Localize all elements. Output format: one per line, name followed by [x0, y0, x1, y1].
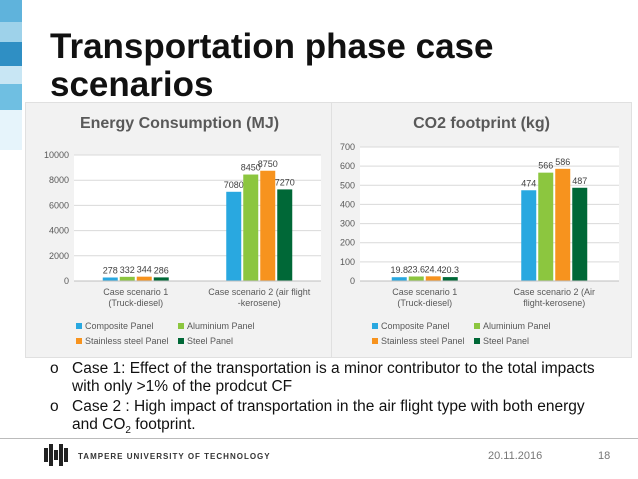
bar — [226, 191, 242, 281]
data-label: 23.6 — [407, 264, 425, 274]
chart-title: Energy Consumption (MJ) — [80, 115, 279, 132]
university-name: TAMPERE UNIVERSITY OF TECHNOLOGY — [78, 452, 271, 461]
y-tick-label: 4000 — [49, 226, 69, 236]
legend-label: Steel Panel — [483, 336, 529, 346]
data-label: 586 — [555, 157, 570, 167]
x-tick-label: Case scenario 1 (Truck-diesel) — [392, 287, 457, 308]
x-tick-label: Case scenario 2 (air flight -kerosene) — [208, 287, 311, 308]
data-label: 8450 — [241, 163, 261, 173]
data-label: 344 — [137, 265, 152, 275]
data-label: 7080 — [224, 180, 244, 190]
y-tick-label: 8000 — [49, 175, 69, 185]
data-label: 24.4 — [424, 264, 442, 274]
data-label: 286 — [154, 265, 169, 275]
y-tick-label: 500 — [340, 180, 355, 190]
legend-swatch — [76, 338, 82, 344]
slide-title: Transportation phase case scenarios — [50, 27, 494, 104]
bar — [521, 190, 537, 281]
y-tick-label: 6000 — [49, 200, 69, 210]
data-label: 332 — [120, 265, 135, 275]
y-tick-label: 100 — [340, 257, 355, 267]
legend-swatch — [178, 338, 184, 344]
footer-divider — [0, 438, 638, 439]
energy-chart-svg: Energy Consumption (MJ) 0 2000 4000 6000 8000… — [44, 115, 321, 346]
bar — [119, 276, 135, 281]
y-tick-label: 10000 — [44, 150, 69, 160]
legend-label: Steel Panel — [187, 336, 233, 346]
bullet-subscript: 2 — [125, 425, 131, 437]
y-tick-label: 0 — [64, 276, 69, 286]
bar — [102, 277, 118, 281]
decorative-stripe — [0, 0, 22, 150]
legend-swatch — [76, 323, 82, 329]
slide-date: 20.11.2016 — [488, 450, 543, 462]
bullet-text: Case 2 : High impact of transportation i… — [72, 398, 585, 433]
bullet-text: Case 1: Effect of the transportation is … — [72, 360, 595, 395]
legend: Composite Panel Aluminium Panel Stainless … — [372, 321, 551, 346]
data-label: 19.8 — [390, 265, 408, 275]
y-tick-label: 300 — [340, 219, 355, 229]
legend-swatch — [178, 323, 184, 329]
bar — [425, 276, 441, 281]
y-tick-label: 700 — [340, 142, 355, 152]
bullet-marker: o — [50, 360, 59, 377]
data-label: 566 — [538, 161, 553, 171]
data-label: 487 — [572, 176, 587, 186]
bullet-list: o Case 1: Effect of the transportation i… — [50, 360, 610, 442]
y-tick-label: 400 — [340, 199, 355, 209]
bar — [408, 276, 424, 281]
university-logo-icon — [44, 444, 68, 466]
x-tick-label: Case scenario 1 (Truck-diesel) — [103, 287, 168, 308]
page-number: 18 — [598, 450, 611, 462]
bullet-case-2: o Case 2 : High impact of transportation… — [50, 398, 610, 440]
y-tick-label: 0 — [350, 276, 355, 286]
bar — [572, 187, 588, 281]
bar — [538, 172, 554, 281]
legend: Composite Panel Aluminium Panel Stainless … — [76, 321, 255, 346]
bar — [391, 277, 407, 281]
legend-label: Stainless steel Panel — [85, 336, 169, 346]
data-label: 474 — [521, 178, 536, 188]
bullet-text-end: footprint. — [130, 416, 196, 433]
bullet-marker: o — [50, 398, 59, 415]
data-label: 8750 — [258, 159, 278, 169]
energy-chart: Energy Consumption (MJ) 0 2000 4000 6000 8000… — [25, 102, 334, 358]
y-tick-label: 2000 — [49, 251, 69, 261]
bullet-case-1: o Case 1: Effect of the transportation i… — [50, 360, 610, 396]
legend-label: Stainless steel Panel — [381, 336, 465, 346]
bar — [243, 174, 259, 281]
co2-chart-svg: CO2 footprint (kg) 0 100 200 300 400 500 600 700… — [340, 115, 619, 346]
data-label: 7270 — [275, 177, 295, 187]
data-label: 20.3 — [441, 265, 459, 275]
legend-swatch — [474, 323, 480, 329]
bar — [555, 168, 571, 281]
legend-swatch — [372, 338, 378, 344]
y-tick-label: 200 — [340, 238, 355, 248]
bar — [153, 277, 169, 281]
chart-title: CO2 footprint (kg) — [413, 115, 550, 132]
legend-label: Aluminium Panel — [483, 321, 551, 331]
bar — [277, 189, 293, 281]
bar — [136, 276, 152, 281]
legend-label: Composite Panel — [85, 321, 154, 331]
x-tick-label: Case scenario 2 (Air flight-kerosene) — [513, 287, 595, 308]
legend-swatch — [474, 338, 480, 344]
legend-label: Aluminium Panel — [187, 321, 255, 331]
bar — [260, 170, 276, 281]
co2-chart: CO2 footprint (kg) 0 100 200 300 400 500 600 700… — [331, 102, 632, 358]
bar — [442, 277, 458, 281]
data-label: 278 — [103, 265, 118, 275]
y-tick-label: 600 — [340, 161, 355, 171]
legend-swatch — [372, 323, 378, 329]
legend-label: Composite Panel — [381, 321, 450, 331]
